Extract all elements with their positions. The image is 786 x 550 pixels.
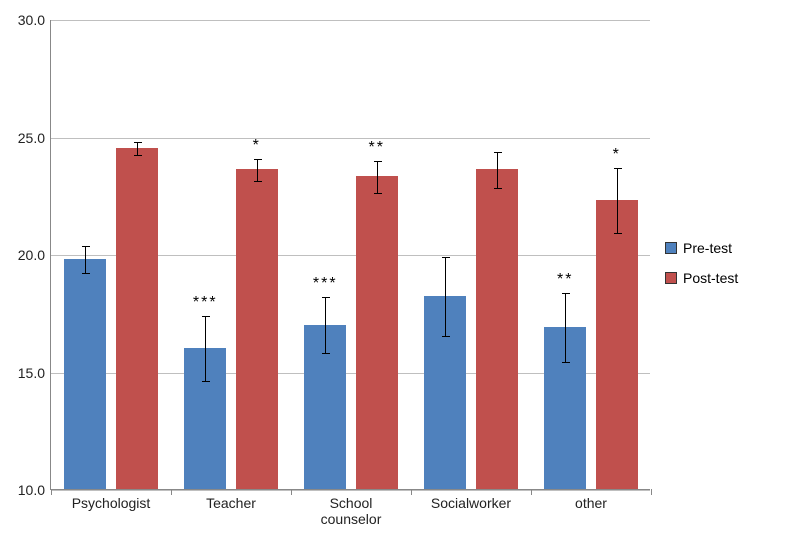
legend-swatch — [665, 242, 677, 254]
error-bar — [137, 142, 138, 156]
gridline — [51, 20, 650, 21]
x-tick-mark — [51, 489, 52, 495]
chart-container: 10.0 15.0 20.0 25.0 30.0 Psychologist Teacher *… — [0, 0, 786, 550]
error-bar — [497, 152, 498, 190]
x-tick-label: Socialworker — [431, 489, 511, 511]
bar — [356, 176, 398, 489]
x-tick-label: Teacher — [206, 489, 256, 511]
error-bar — [205, 316, 206, 382]
legend-item: Pre-test — [665, 240, 738, 256]
error-bar — [377, 161, 378, 194]
plot-area: 10.015.020.025.030.0PsychologistTeacher*… — [50, 20, 650, 490]
legend-swatch — [665, 272, 677, 284]
x-tick-label: Psychologist — [72, 489, 151, 511]
bar — [476, 169, 518, 489]
bar — [116, 148, 158, 489]
x-tick-mark — [531, 489, 532, 495]
bar — [64, 259, 106, 489]
y-tick-label: 30.0 — [18, 12, 51, 28]
bar — [596, 200, 638, 489]
y-tick-label: 10.0 — [18, 482, 51, 498]
legend-label: Post-test — [683, 270, 738, 286]
significance-marker: ** — [557, 271, 573, 289]
error-bar — [325, 297, 326, 353]
error-bar — [617, 168, 618, 234]
error-bar — [565, 293, 566, 364]
significance-marker: *** — [313, 275, 338, 293]
gridline — [51, 138, 650, 139]
legend-label: Pre-test — [683, 240, 732, 256]
significance-marker: * — [613, 146, 621, 164]
error-bar — [257, 159, 258, 183]
significance-marker: * — [253, 137, 261, 155]
significance-marker: *** — [193, 294, 218, 312]
x-tick-mark — [651, 489, 652, 495]
legend-item: Post-test — [665, 270, 738, 286]
x-tick-label: other — [575, 489, 607, 511]
x-tick-mark — [171, 489, 172, 495]
error-bar — [445, 257, 446, 337]
error-bar — [85, 246, 86, 274]
y-tick-label: 15.0 — [18, 365, 51, 381]
x-tick-mark — [291, 489, 292, 495]
y-tick-label: 25.0 — [18, 130, 51, 146]
significance-marker: ** — [369, 139, 385, 157]
y-tick-label: 20.0 — [18, 247, 51, 263]
x-tick-mark — [411, 489, 412, 495]
legend: Pre-test Post-test — [665, 240, 738, 300]
x-tick-label: School counselor — [321, 489, 382, 527]
bar — [236, 169, 278, 489]
